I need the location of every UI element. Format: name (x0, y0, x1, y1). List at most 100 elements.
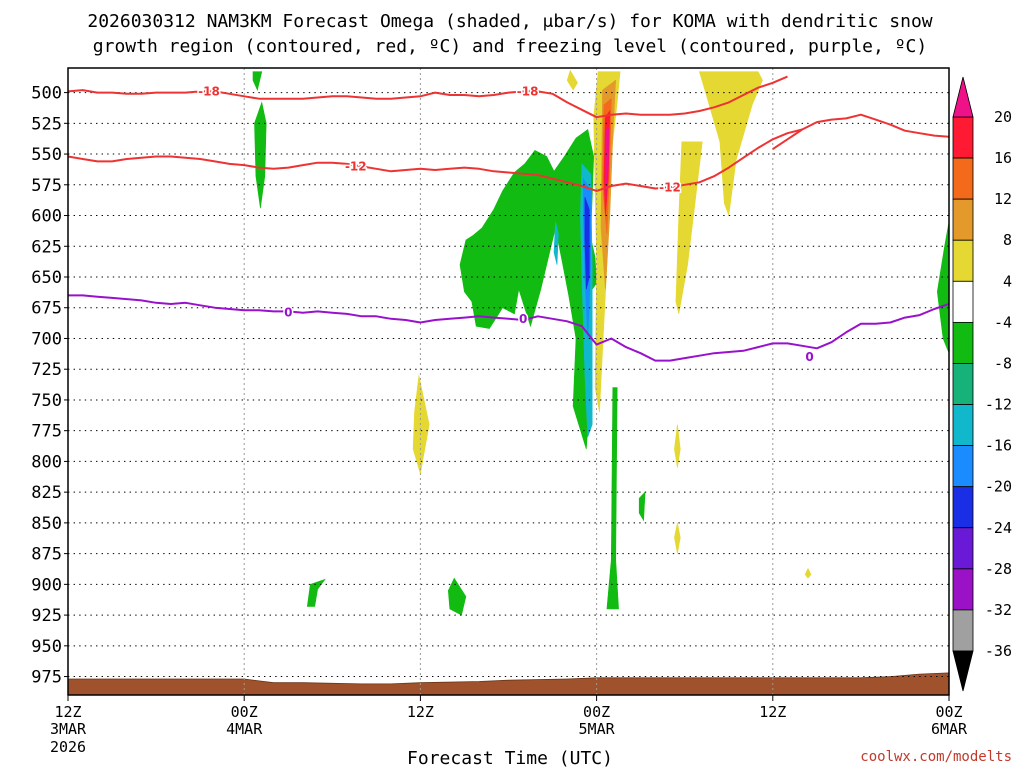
colorbar-bin-5 (952, 321, 974, 364)
y-tick-label-925: 925 (31, 606, 62, 626)
title-line-1: 2026030312 NAM3KM Forecast Omega (shaded… (87, 11, 932, 32)
contour-label-0-2: 0 (805, 350, 813, 364)
colorbar-label-5: -4 (994, 313, 1012, 331)
colorbar-bin-3 (952, 239, 974, 282)
y-tick-label-575: 575 (31, 176, 62, 196)
y-tick-label-750: 750 (31, 391, 62, 411)
x-tick-date-3: 5MAR (579, 720, 616, 738)
y-tick-label-975: 975 (31, 668, 62, 688)
x-tick-label-1: 00Z (231, 703, 258, 721)
colorbar-label-0: 20 (994, 108, 1012, 126)
grid-lines (68, 68, 949, 695)
x-tick-date-0: 3MAR (50, 720, 87, 738)
colorbar-bin-7 (952, 404, 974, 447)
omega-shade-region-19 (804, 567, 812, 579)
x-tick-label-2: 12Z (407, 703, 434, 721)
chart-title: 2026030312 NAM3KM Forecast Omega (shaded… (87, 11, 932, 57)
omega-shade-region-17 (674, 424, 681, 468)
contour-line--18b (772, 113, 949, 150)
omega-shade-region-11 (936, 221, 949, 354)
colorbar-bin-0 (952, 116, 974, 159)
y-tick-label-600: 600 (31, 207, 62, 227)
omega-shade-region-14 (698, 71, 763, 216)
colorbar-bin-4 (952, 280, 974, 323)
y-tick-label-775: 775 (31, 422, 62, 442)
colorbar-bin-11 (952, 568, 974, 611)
x-tick-label-3: 00Z (583, 703, 610, 721)
y-tick-label-650: 650 (31, 268, 62, 288)
title-line-2: growth region (contoured, red, ºC) and f… (93, 36, 927, 57)
omega-shade-region-18 (674, 522, 681, 554)
colorbar: 20 16 12 8 4 -4 -8 -12 -16 -20 -24 -28 -32 -36 (952, 76, 1012, 692)
colorbar-label-2: 12 (994, 190, 1012, 208)
omega-shade-region-7 (584, 196, 590, 290)
colorbar-bin-1 (952, 157, 974, 200)
y-tick-label-500: 500 (31, 84, 62, 104)
x-tick-label-5: 00Z (935, 703, 962, 721)
omega-shade-region-23 (605, 126, 610, 198)
y-tick-label-800: 800 (31, 452, 62, 472)
colorbar-label-11: -28 (985, 560, 1012, 578)
colorbar-label-6: -8 (994, 354, 1012, 372)
y-tick-label-625: 625 (31, 237, 62, 257)
contour-label--18-0: -18 (198, 84, 220, 98)
y-tick-label-725: 725 (31, 360, 62, 380)
omega-shade-region-2 (306, 578, 326, 607)
colorbar-top-arrow (952, 76, 974, 118)
y-tick-label-550: 550 (31, 145, 62, 165)
credit-text: coolwx.com/modelts (860, 749, 1012, 765)
x-tick-date-1: 4MAR (226, 720, 263, 738)
x-tick-year-0: 2026 (50, 738, 86, 756)
omega-shade-region-15 (675, 141, 703, 314)
colorbar-label-9: -20 (985, 478, 1012, 496)
contour-label-0-0: 0 (284, 306, 292, 320)
omega-shade-region-10 (447, 577, 467, 616)
y-axis-ticks: 500 525 550 575 600 625 650 675 700 725 750 775 800 8… (31, 84, 68, 688)
colorbar-bin-9 (952, 486, 974, 529)
colorbar-label-1: 16 (994, 149, 1012, 167)
plot-frame (67, 67, 950, 696)
contour-label--18-1: -18 (517, 84, 539, 98)
contour-label--12-1: -12 (659, 180, 681, 194)
colorbar-label-12: -32 (985, 601, 1012, 619)
x-tick-date-5: 6MAR (931, 720, 968, 738)
contour-line--12 (68, 128, 803, 192)
omega-shade-region-3 (459, 128, 597, 450)
colorbar-label-7: -12 (985, 396, 1012, 414)
omega-shade-region-5 (553, 221, 559, 265)
omega-shade-region-12 (566, 69, 578, 91)
colorbar-label-3: 8 (1003, 231, 1012, 249)
y-tick-label-525: 525 (31, 114, 62, 134)
y-tick-label-900: 900 (31, 575, 62, 595)
colorbar-bin-12 (952, 609, 974, 652)
contour-label--12-0: -12 (345, 159, 367, 173)
y-tick-label-875: 875 (31, 545, 62, 565)
x-tick-label-4: 12Z (759, 703, 786, 721)
omega-shade-region-16 (412, 375, 430, 474)
terrain-fill (68, 672, 949, 695)
colorbar-bin-8 (952, 445, 974, 488)
colorbar-bin-10 (952, 527, 974, 570)
contour-line-0 (68, 294, 949, 362)
x-tick-label-0: 12Z (54, 703, 81, 721)
colorbar-label-4: 4 (1003, 272, 1012, 290)
terrain-polygon (68, 672, 949, 695)
x-axis-label: Forecast Time (UTC) (407, 748, 613, 768)
y-tick-label-950: 950 (31, 637, 62, 657)
colorbar-label-13: -36 (985, 642, 1012, 660)
y-tick-label-675: 675 (31, 299, 62, 319)
temperature-contours: -18 -18 -12 -12 0 0 0 (68, 75, 949, 365)
y-tick-label-825: 825 (31, 483, 62, 503)
contour-label-0-1: 0 (519, 312, 527, 326)
omega-shade-region-8 (606, 387, 619, 610)
colorbar-bin-2 (952, 198, 974, 241)
colorbar-bin-6 (952, 363, 974, 405)
omega-shade-region-0 (252, 71, 263, 92)
omega-shade-region-9 (638, 491, 646, 522)
contour-line--18 (68, 75, 788, 119)
colorbar-label-8: -16 (985, 437, 1012, 455)
y-tick-label-850: 850 (31, 514, 62, 534)
y-tick-label-700: 700 (31, 329, 62, 349)
